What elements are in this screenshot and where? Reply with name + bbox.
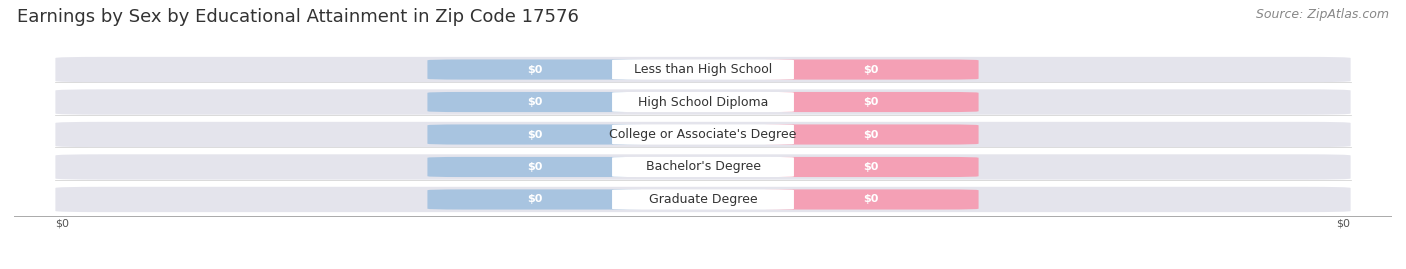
FancyBboxPatch shape xyxy=(763,92,979,112)
Text: Source: ZipAtlas.com: Source: ZipAtlas.com xyxy=(1256,8,1389,21)
Text: $0: $0 xyxy=(527,194,543,204)
FancyBboxPatch shape xyxy=(427,125,643,144)
Text: $0: $0 xyxy=(527,162,543,172)
FancyBboxPatch shape xyxy=(763,59,979,80)
FancyBboxPatch shape xyxy=(55,122,1351,147)
FancyBboxPatch shape xyxy=(427,157,643,177)
FancyBboxPatch shape xyxy=(55,187,1351,212)
FancyBboxPatch shape xyxy=(763,157,979,177)
Text: $0: $0 xyxy=(863,162,879,172)
Text: Bachelor's Degree: Bachelor's Degree xyxy=(645,161,761,174)
FancyBboxPatch shape xyxy=(612,157,794,177)
FancyBboxPatch shape xyxy=(427,92,643,112)
FancyBboxPatch shape xyxy=(427,189,643,210)
FancyBboxPatch shape xyxy=(55,154,1351,180)
Text: High School Diploma: High School Diploma xyxy=(638,95,768,108)
Text: Earnings by Sex by Educational Attainment in Zip Code 17576: Earnings by Sex by Educational Attainmen… xyxy=(17,8,579,26)
FancyBboxPatch shape xyxy=(427,59,643,80)
Text: $0: $0 xyxy=(863,65,879,75)
FancyBboxPatch shape xyxy=(763,189,979,210)
FancyBboxPatch shape xyxy=(612,125,794,144)
Text: $0: $0 xyxy=(863,129,879,140)
FancyBboxPatch shape xyxy=(612,92,794,112)
Text: $0: $0 xyxy=(527,97,543,107)
Text: $0: $0 xyxy=(863,97,879,107)
Text: $0: $0 xyxy=(527,129,543,140)
FancyBboxPatch shape xyxy=(763,125,979,144)
Text: $0: $0 xyxy=(863,194,879,204)
FancyBboxPatch shape xyxy=(55,57,1351,82)
Text: Less than High School: Less than High School xyxy=(634,63,772,76)
FancyBboxPatch shape xyxy=(612,189,794,210)
FancyBboxPatch shape xyxy=(55,89,1351,115)
Text: Graduate Degree: Graduate Degree xyxy=(648,193,758,206)
Text: $0: $0 xyxy=(1337,218,1351,228)
Text: $0: $0 xyxy=(55,218,69,228)
FancyBboxPatch shape xyxy=(612,59,794,80)
Text: $0: $0 xyxy=(527,65,543,75)
Text: College or Associate's Degree: College or Associate's Degree xyxy=(609,128,797,141)
